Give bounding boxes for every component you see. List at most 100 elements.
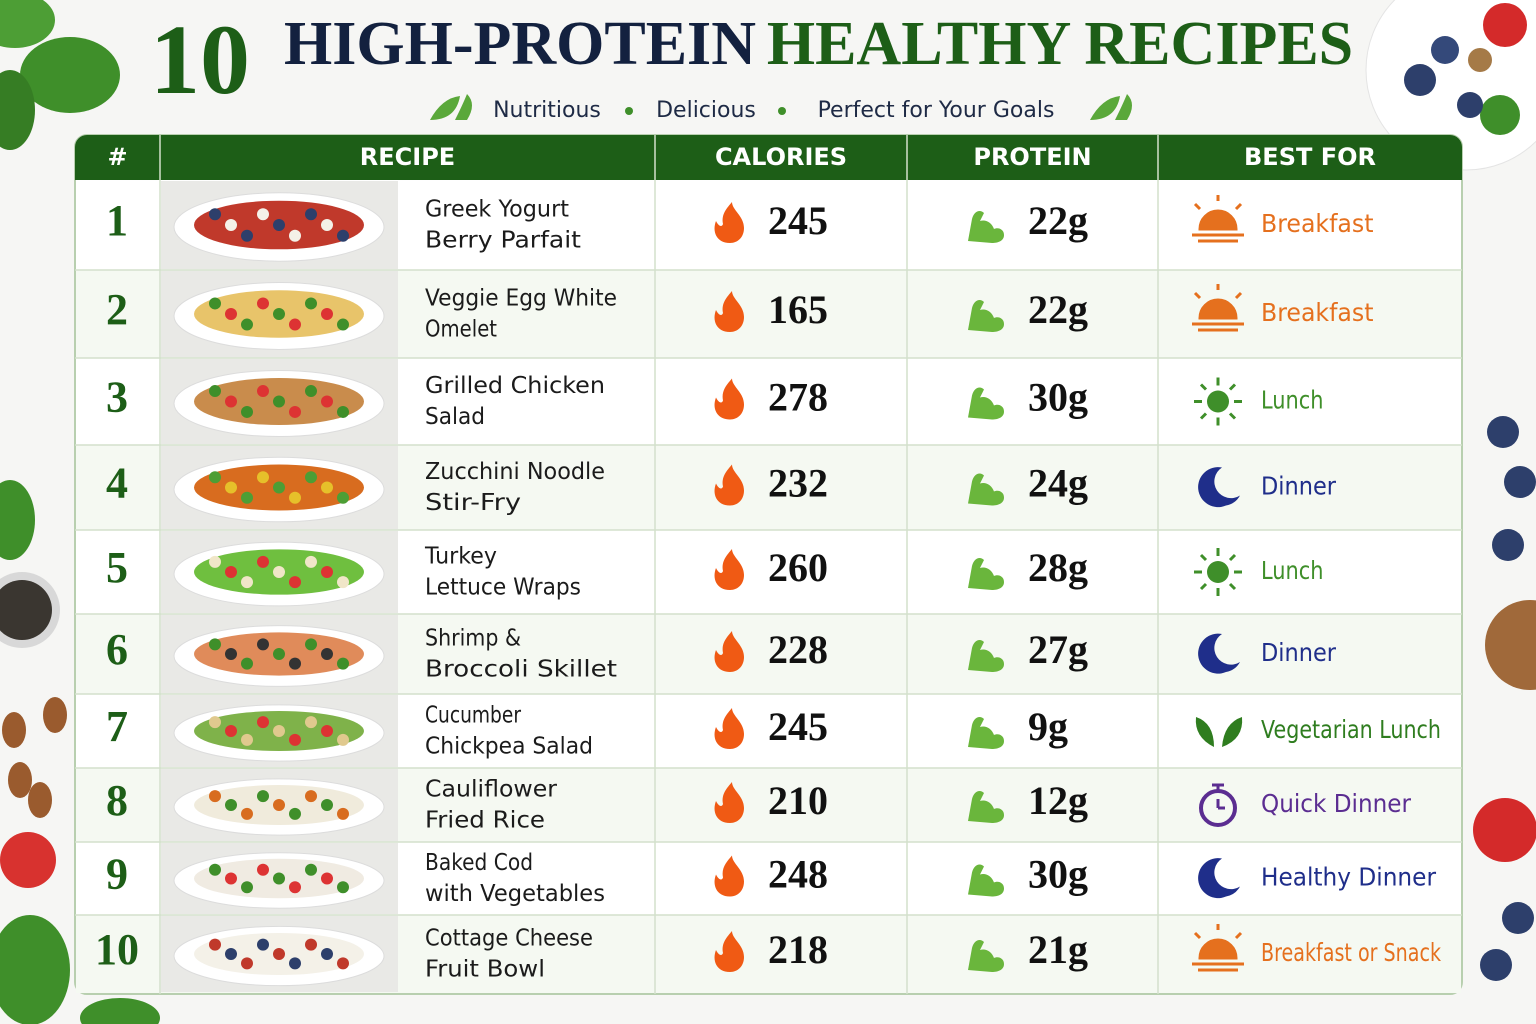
photo-detail [257, 297, 269, 310]
sun-icon [1207, 390, 1229, 413]
photo-detail [305, 208, 317, 221]
sun-rays [1194, 548, 1242, 596]
recipe-name: Chickpea Salad [425, 734, 593, 760]
protein: 12g [1028, 778, 1088, 823]
muscle-icon [968, 558, 1004, 590]
photo-detail [209, 638, 221, 651]
calories: 218 [768, 927, 828, 972]
recipe-name: Broccoli Skillet [425, 657, 617, 683]
row-number: 6 [106, 625, 128, 674]
protein: 22g [1028, 198, 1088, 243]
column-header: CALORIES [715, 143, 847, 171]
muscle-icon [968, 864, 1004, 897]
photo-detail [289, 229, 301, 242]
row-number: 4 [106, 459, 128, 508]
timer-hands [1212, 783, 1225, 810]
photo-detail [305, 297, 317, 310]
best-for: Dinner [1261, 638, 1337, 667]
recipe-name: Fried Rice [425, 808, 545, 834]
photo-detail [321, 308, 333, 320]
column-header: # [107, 143, 127, 171]
photo-detail [321, 799, 333, 811]
photo-detail [289, 491, 301, 504]
recipe-name: Cottage Cheese [425, 926, 593, 952]
recipe-name: Salad [425, 404, 485, 430]
calories: 245 [768, 198, 828, 243]
photo-detail [321, 566, 333, 578]
flame-icon [714, 378, 744, 420]
photo-detail [273, 566, 285, 578]
photo-detail [225, 725, 237, 737]
recipe-name: Veggie Egg White [425, 286, 617, 312]
photo-detail [209, 208, 221, 221]
row-number: 7 [106, 702, 128, 751]
recipe-name: Zucchini Noodle [425, 459, 605, 485]
photo-detail [225, 308, 237, 320]
photo-detail [209, 555, 221, 568]
column-header: RECIPE [360, 143, 455, 171]
flame-icon [714, 464, 744, 506]
photo-detail [289, 405, 301, 418]
calories: 245 [768, 704, 828, 749]
photo-detail [209, 385, 221, 398]
protein: 30g [1028, 852, 1088, 897]
photo-detail [337, 881, 349, 894]
photo-detail [209, 938, 221, 951]
photo-detail [289, 657, 301, 670]
photo-detail [305, 638, 317, 651]
photo-detail [241, 229, 253, 242]
best-for: Lunch [1261, 386, 1324, 415]
protein: 22g [1028, 287, 1088, 332]
flame-icon [714, 855, 744, 897]
calories: 165 [768, 287, 828, 332]
photo-detail [337, 405, 349, 418]
flame-icon [714, 931, 744, 972]
protein: 24g [1028, 461, 1088, 506]
protein: 9g [1028, 704, 1068, 749]
photo-detail [289, 576, 301, 589]
photo-detail [273, 725, 285, 737]
flame-icon [714, 202, 744, 243]
recipe-name: with Vegetables [425, 881, 605, 907]
protein: 27g [1028, 627, 1088, 672]
photo-detail [241, 576, 253, 589]
muscle-icon [968, 387, 1004, 420]
photo-detail [257, 208, 269, 221]
muscle-icon [968, 300, 1004, 332]
photo-detail [321, 948, 333, 960]
photo-detail [289, 881, 301, 894]
photo-detail [273, 481, 285, 494]
photo-detail [241, 318, 253, 331]
photo-detail [225, 872, 237, 885]
photo-detail [321, 481, 333, 494]
best-for: Quick Dinner [1261, 789, 1412, 818]
photo-detail [337, 576, 349, 589]
photo-detail [273, 648, 285, 660]
muscle-icon [968, 640, 1004, 672]
photo-detail [305, 385, 317, 398]
title-number: 10 [150, 4, 250, 115]
photo-detail [305, 790, 317, 803]
sun-rays [1194, 377, 1242, 426]
photo-detail [225, 395, 237, 408]
sunrise-icon [1192, 924, 1244, 972]
flame-icon [714, 631, 744, 672]
best-for: Lunch [1261, 556, 1324, 585]
photo-detail [305, 555, 317, 568]
recipe-name: Shrimp & [425, 626, 521, 652]
photo-detail [273, 395, 285, 408]
photo-detail [337, 733, 349, 746]
photo-detail [257, 555, 269, 568]
photo-detail [289, 957, 301, 970]
row-number: 3 [106, 373, 128, 422]
muscle-icon [968, 940, 1004, 972]
photo-detail [241, 881, 253, 894]
photo-detail [257, 790, 269, 803]
recipe-name: Greek Yogurt [425, 197, 569, 223]
photo-detail [273, 219, 285, 231]
subtitle-item: Nutritious [493, 98, 601, 123]
flame-icon [714, 782, 744, 823]
